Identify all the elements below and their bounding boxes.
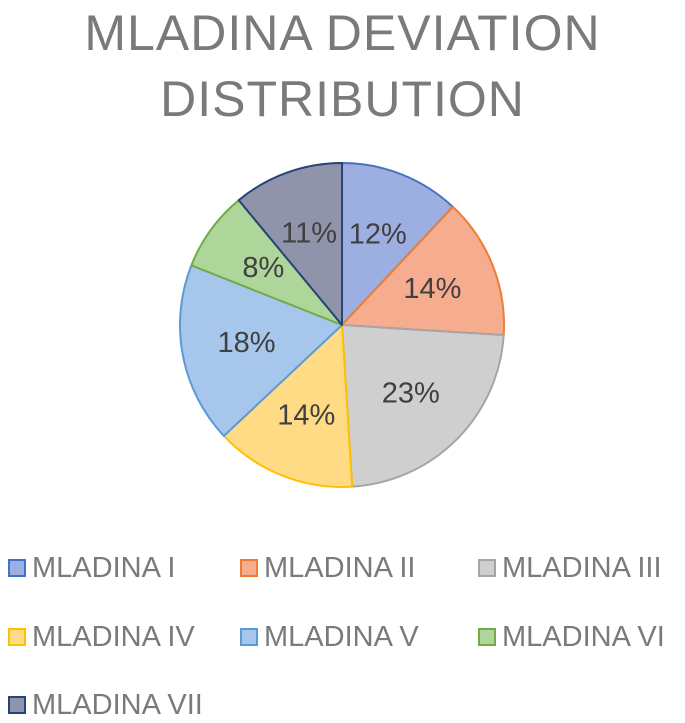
legend-label-5: MLADINA V xyxy=(264,621,419,653)
legend-swatch-5 xyxy=(240,628,258,646)
chart-title-line-1: MLADINA DEVIATION xyxy=(84,5,601,61)
legend-label-7: MLADINA VII xyxy=(32,689,203,721)
data-label-1: 12% xyxy=(349,219,407,251)
legend-item-2: MLADINA II xyxy=(240,550,416,586)
legend-swatch-6 xyxy=(478,628,496,646)
pie-slice-7 xyxy=(237,162,343,326)
pie-slice-3 xyxy=(341,324,505,488)
legend-swatch-4 xyxy=(8,628,26,646)
legend-label-2: MLADINA II xyxy=(264,552,416,584)
legend-item-3: MLADINA III xyxy=(478,550,662,586)
legend-label-1: MLADINA I xyxy=(32,552,176,584)
data-label-3: 23% xyxy=(382,378,440,410)
data-label-7: 11% xyxy=(281,218,337,250)
pie-slice-5 xyxy=(179,264,343,437)
legend-swatch-2 xyxy=(240,559,258,577)
pie-slice-2 xyxy=(341,205,505,337)
legend-item-6: MLADINA VI xyxy=(478,619,665,655)
legend-swatch-1 xyxy=(8,559,26,577)
pie-slice-1 xyxy=(341,162,454,326)
pie-chart: 12% 14% 23% 14% 18% 8%11% xyxy=(179,162,505,488)
data-label-5: 18% xyxy=(217,327,275,359)
legend-item-4: MLADINA IV xyxy=(8,619,195,655)
data-label-2: 14% xyxy=(403,273,461,305)
chart-title-line-2: DISTRIBUTION xyxy=(160,71,525,127)
legend-item-7: MLADINA VII xyxy=(8,687,203,723)
data-label-6: 8% xyxy=(242,252,284,284)
pie-slice-4 xyxy=(222,324,354,488)
legend-label-6: MLADINA VI xyxy=(502,621,665,653)
legend-label-4: MLADINA IV xyxy=(32,621,195,653)
legend-item-1: MLADINA I xyxy=(8,550,175,586)
legend-label-3: MLADINA III xyxy=(502,552,662,584)
legend-swatch-7 xyxy=(8,696,26,714)
legend-swatch-3 xyxy=(478,559,496,577)
chart-title: MLADINA DEVIATION DISTRIBUTION xyxy=(0,0,685,132)
legend: MLADINA I MLADINA II MLADINA III MLADINA IV… xyxy=(0,540,685,721)
data-label-4: 14% xyxy=(277,399,335,431)
legend-item-5: MLADINA V xyxy=(240,619,419,655)
